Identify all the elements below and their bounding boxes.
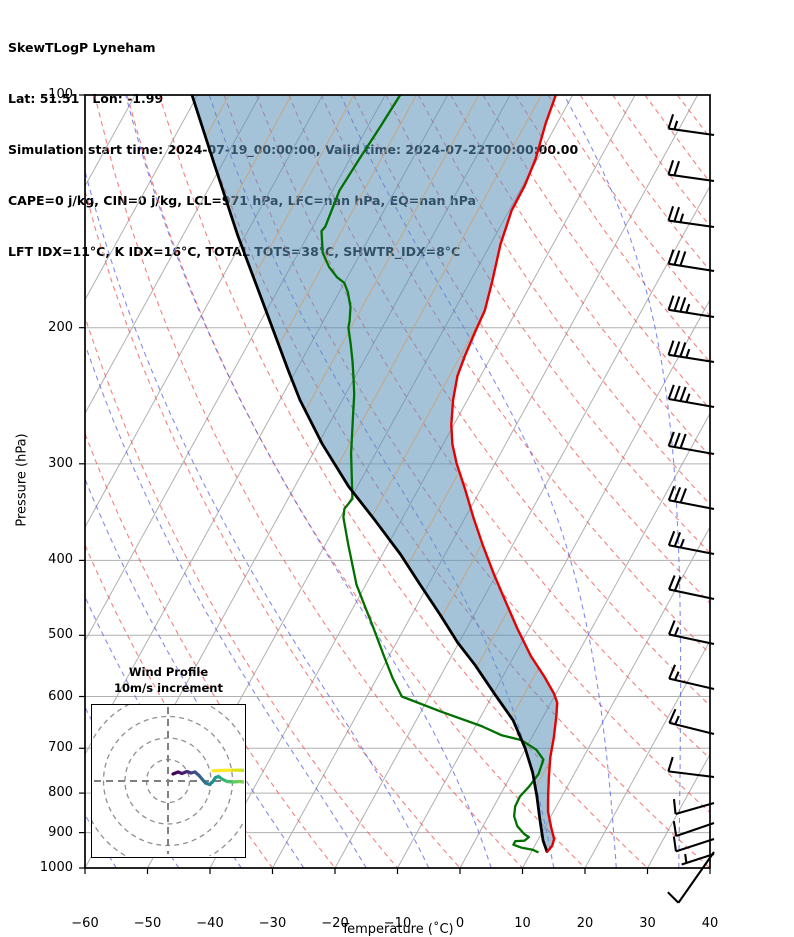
wind-barb (672, 821, 715, 838)
x-tick-label: 0 (455, 916, 465, 931)
wind-barb (667, 431, 715, 456)
wind-barb (667, 206, 715, 229)
wind-barb (667, 530, 715, 556)
wind-barb (667, 249, 715, 273)
y-tick-label: 600 (48, 688, 73, 704)
skewt-plot-area (79, 94, 715, 904)
hodograph-trace (171, 769, 249, 787)
y-tick-label: 400 (48, 552, 73, 568)
dewpoint-curve (320, 95, 545, 854)
wind-barb (672, 798, 715, 816)
wind-barb (681, 853, 715, 866)
x-axis-label: Temperature (˚C) (341, 922, 454, 937)
y-tick-label: 300 (48, 455, 73, 471)
wind-barb (668, 708, 715, 736)
hodograph-svg (81, 694, 255, 868)
hodograph-trace-upper (211, 768, 249, 773)
x-tick-label: −30 (258, 916, 287, 931)
x-tick-label: −40 (196, 916, 224, 931)
y-tick-label: 1000 (39, 860, 73, 875)
x-tick-label: −10 (383, 916, 412, 931)
plot-border (84, 94, 711, 869)
wind-barb (668, 664, 715, 691)
y-tick-label: 700 (48, 740, 73, 756)
wind-barb (667, 114, 715, 137)
x-tick-label: 30 (639, 916, 656, 931)
y-tick-label: 200 (48, 319, 73, 335)
temperature-curve (450, 95, 559, 854)
x-tick-label: −60 (71, 916, 99, 931)
y-tick-labels: 100 200 300 400 500 600 700 800 900 1000 (0, 87, 78, 875)
wind-barb (667, 851, 715, 904)
header-title: SkewTLogP Lyneham (8, 40, 156, 55)
wind-barb (667, 756, 715, 779)
wind-barb (668, 575, 715, 601)
cape-shading (192, 95, 558, 853)
x-tick-labels: −60 −50 −40 −30 −20 −10 0 10 20 30 40 (71, 916, 725, 934)
wind-barb-column (667, 114, 715, 904)
parcel-curve (190, 95, 549, 853)
x-tick-label: −20 (321, 916, 349, 931)
wind-barb (667, 340, 715, 364)
wind-barb (668, 620, 715, 646)
y-tick-label: 100 (48, 87, 73, 102)
wind-barb (667, 295, 715, 319)
wind-profile-inset (81, 694, 255, 868)
y-tick-label: 500 (48, 627, 73, 643)
skewt-plot-svg (79, 94, 715, 904)
x-tick-label: 20 (576, 916, 594, 931)
x-tick-label: 40 (701, 916, 719, 931)
y-tick-label: 800 (48, 785, 73, 801)
axis-ticks (79, 94, 711, 874)
x-tick-label: −50 (133, 916, 162, 931)
wind-profile-title: Wind Profile 10m/s increment (114, 665, 223, 695)
wind-barb (667, 384, 715, 409)
wind-barb (672, 836, 715, 853)
y-tick-label: 900 (48, 824, 73, 840)
wind-barb (667, 485, 715, 511)
wind-barb (667, 160, 715, 183)
x-tick-label: 10 (514, 916, 531, 931)
